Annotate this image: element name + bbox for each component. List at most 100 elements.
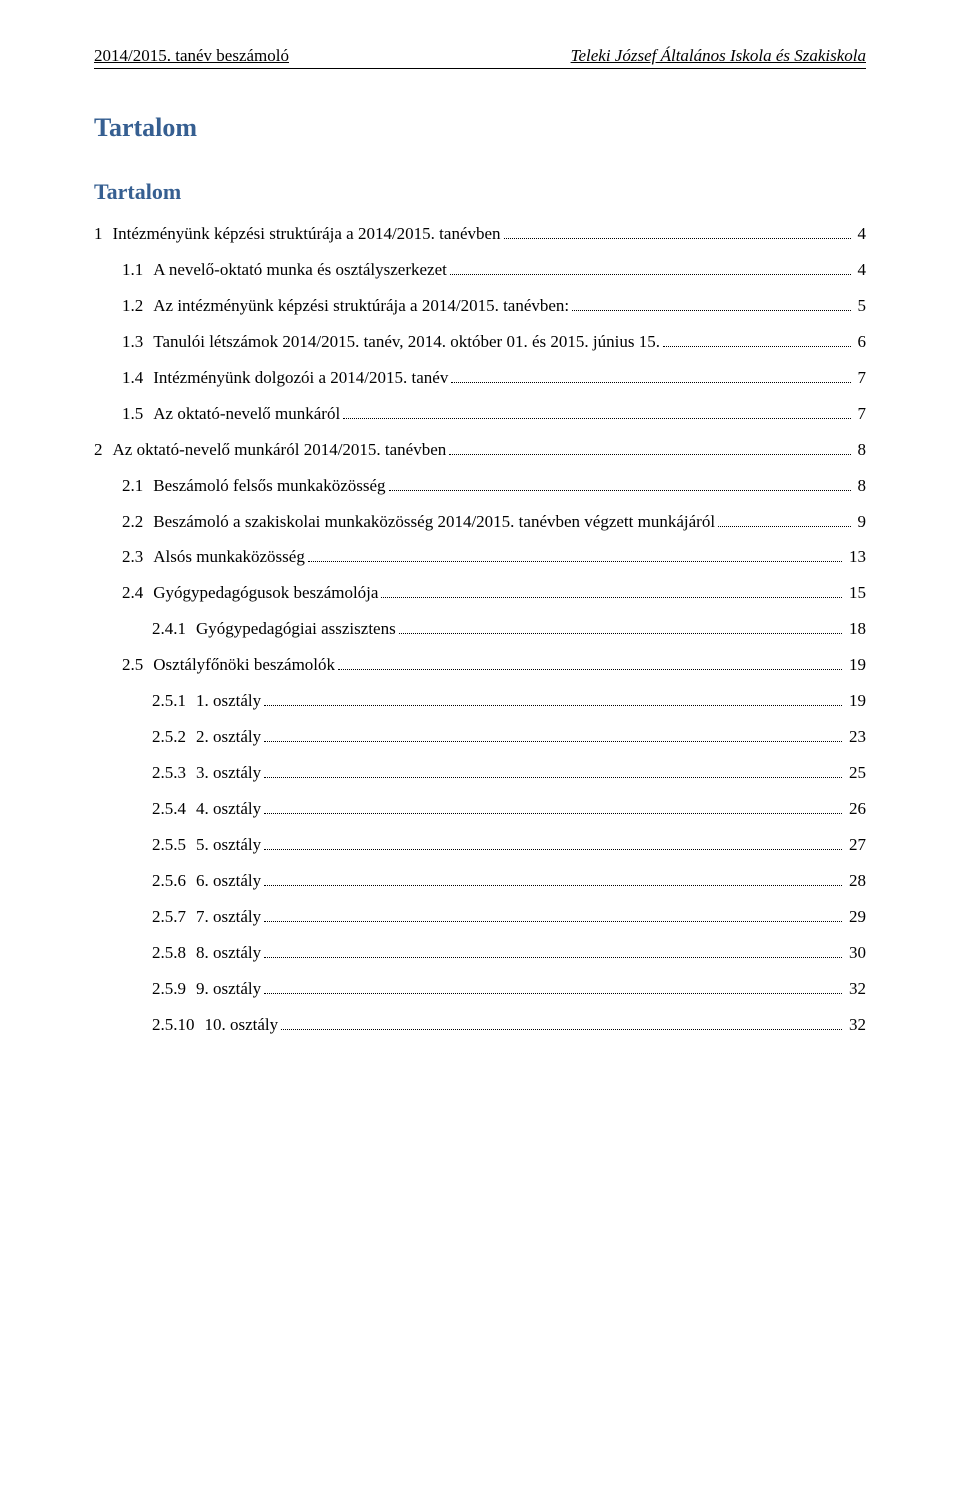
toc-entry-label: Az intézményünk képzési struktúrája a 20… — [153, 295, 569, 318]
toc-leader-dots — [264, 799, 842, 814]
toc-entry-page: 29 — [845, 906, 866, 929]
toc-leader-dots — [264, 835, 842, 850]
toc-entry[interactable]: 1.3Tanulói létszámok 2014/2015. tanév, 2… — [94, 331, 866, 354]
toc-entry-label: 3. osztály — [196, 762, 261, 785]
toc-entry-label: Gyógypedagógiai asszisztens — [196, 618, 396, 641]
page-title: Tartalom — [94, 113, 866, 143]
toc-entry-page: 9 — [854, 511, 867, 534]
toc-leader-dots — [264, 979, 842, 994]
toc-entry-page: 5 — [854, 295, 867, 318]
toc-entry-page: 8 — [854, 439, 867, 462]
toc-entry-page: 25 — [845, 762, 866, 785]
toc-entry[interactable]: 1Intézményünk képzési struktúrája a 2014… — [94, 223, 866, 246]
toc-entry[interactable]: 2.5.77. osztály29 — [94, 906, 866, 929]
toc-entry[interactable]: 1.5Az oktató-nevelő munkáról 7 — [94, 403, 866, 426]
toc-entry[interactable]: 2.3Alsós munkaközösség13 — [94, 546, 866, 569]
toc-leader-dots — [264, 763, 842, 778]
toc-leader-dots — [264, 943, 842, 958]
toc-entry[interactable]: 1.2Az intézményünk képzési struktúrája a… — [94, 295, 866, 318]
toc-entry-page: 27 — [845, 834, 866, 857]
toc-entry-label: Osztályfőnöki beszámolók — [153, 654, 335, 677]
toc-leader-dots — [718, 512, 850, 527]
toc-entry-page: 26 — [845, 798, 866, 821]
toc-entry-number: 1 — [94, 223, 113, 246]
toc-entry-label: 1. osztály — [196, 690, 261, 713]
toc-leader-dots — [572, 296, 850, 311]
toc-entry-page: 8 — [854, 475, 867, 498]
toc-leader-dots — [281, 1015, 842, 1030]
toc-entry-number: 2.5.2 — [152, 726, 196, 749]
toc-entry-page: 18 — [845, 618, 866, 641]
toc-entry-label: Beszámoló felsős munkaközösség — [153, 475, 385, 498]
toc-entry[interactable]: 1.4Intézményünk dolgozói a 2014/2015. ta… — [94, 367, 866, 390]
toc-entry-page: 7 — [854, 367, 867, 390]
toc-leader-dots — [308, 548, 842, 563]
toc-entry-label: 10. osztály — [205, 1014, 279, 1037]
toc-entry-label: 2. osztály — [196, 726, 261, 749]
toc-entry-label: Gyógypedagógusok beszámolója — [153, 582, 378, 605]
toc-entry-page: 32 — [845, 1014, 866, 1037]
toc-entry-number: 2.4.1 — [152, 618, 196, 641]
toc-entry-label: 9. osztály — [196, 978, 261, 1001]
table-of-contents: 1Intézményünk képzési struktúrája a 2014… — [94, 223, 866, 1037]
toc-entry[interactable]: 2.5.88. osztály 30 — [94, 942, 866, 965]
toc-entry-number: 2.5 — [122, 654, 153, 677]
header-left: 2014/2015. tanév beszámoló — [94, 46, 289, 66]
toc-entry-number: 2.5.4 — [152, 798, 196, 821]
toc-entry-number: 2.2 — [122, 511, 153, 534]
toc-leader-dots — [451, 368, 850, 383]
toc-entry-number: 2.1 — [122, 475, 153, 498]
toc-leader-dots — [264, 871, 842, 886]
toc-entry-page: 32 — [845, 978, 866, 1001]
toc-entry[interactable]: 2.5.99. osztály32 — [94, 978, 866, 1001]
toc-leader-dots — [504, 224, 851, 239]
toc-entry[interactable]: 2.1Beszámoló felsős munkaközösség 8 — [94, 475, 866, 498]
toc-entry[interactable]: 2.5.44. osztály 26 — [94, 798, 866, 821]
toc-entry-label: 4. osztály — [196, 798, 261, 821]
toc-leader-dots — [264, 728, 842, 743]
toc-entry[interactable]: 2.4.1Gyógypedagógiai asszisztens 18 — [94, 618, 866, 641]
toc-entry-label: Az oktató-nevelő munkáról 2014/2015. tan… — [113, 439, 447, 462]
toc-entry-page: 4 — [854, 223, 867, 246]
toc-entry[interactable]: 2Az oktató-nevelő munkáról 2014/2015. ta… — [94, 439, 866, 462]
toc-entry-page: 15 — [845, 582, 866, 605]
toc-entry-label: 6. osztály — [196, 870, 261, 893]
toc-entry-number: 1.1 — [122, 259, 153, 282]
toc-entry[interactable]: 2.5.11. osztály19 — [94, 690, 866, 713]
toc-leader-dots — [264, 692, 842, 707]
toc-entry[interactable]: 2.5.22. osztály23 — [94, 726, 866, 749]
toc-entry-label: Intézményünk képzési struktúrája a 2014/… — [113, 223, 501, 246]
toc-entry-number: 2.5.6 — [152, 870, 196, 893]
toc-entry-number: 1.5 — [122, 403, 153, 426]
toc-leader-dots — [399, 620, 842, 635]
toc-entry-label: Alsós munkaközösség — [153, 546, 305, 569]
toc-entry-number: 2 — [94, 439, 113, 462]
toc-entry-page: 4 — [854, 259, 867, 282]
toc-leader-dots — [338, 656, 842, 671]
toc-entry[interactable]: 2.5.1010. osztály32 — [94, 1014, 866, 1037]
toc-entry-label: A nevelő-oktató munka és osztályszerkeze… — [153, 259, 447, 282]
toc-entry[interactable]: 2.2Beszámoló a szakiskolai munkaközösség… — [94, 511, 866, 534]
toc-entry[interactable]: 2.5.66. osztály28 — [94, 870, 866, 893]
toc-entry-page: 13 — [845, 546, 866, 569]
toc-leader-dots — [389, 476, 851, 491]
toc-entry-label: 7. osztály — [196, 906, 261, 929]
toc-entry[interactable]: 1.1A nevelő-oktató munka és osztályszerk… — [94, 259, 866, 282]
toc-entry[interactable]: 2.5.55. osztály27 — [94, 834, 866, 857]
toc-entry[interactable]: 2.4Gyógypedagógusok beszámolója 15 — [94, 582, 866, 605]
toc-entry-label: Az oktató-nevelő munkáról — [153, 403, 340, 426]
toc-entry-page: 30 — [845, 942, 866, 965]
page-header: 2014/2015. tanév beszámoló Teleki József… — [94, 46, 866, 69]
toc-entry[interactable]: 2.5Osztályfőnöki beszámolók 19 — [94, 654, 866, 677]
toc-entry-number: 2.5.8 — [152, 942, 196, 965]
toc-entry-label: 8. osztály — [196, 942, 261, 965]
toc-entry-number: 2.4 — [122, 582, 153, 605]
toc-entry[interactable]: 2.5.33. osztály25 — [94, 762, 866, 785]
toc-entry-number: 1.2 — [122, 295, 153, 318]
toc-entry-page: 7 — [854, 403, 867, 426]
toc-entry-page: 19 — [845, 654, 866, 677]
toc-entry-label: Tanulói létszámok 2014/2015. tanév, 2014… — [153, 331, 660, 354]
toc-subtitle: Tartalom — [94, 179, 866, 205]
toc-entry-label: 5. osztály — [196, 834, 261, 857]
toc-leader-dots — [449, 440, 850, 455]
